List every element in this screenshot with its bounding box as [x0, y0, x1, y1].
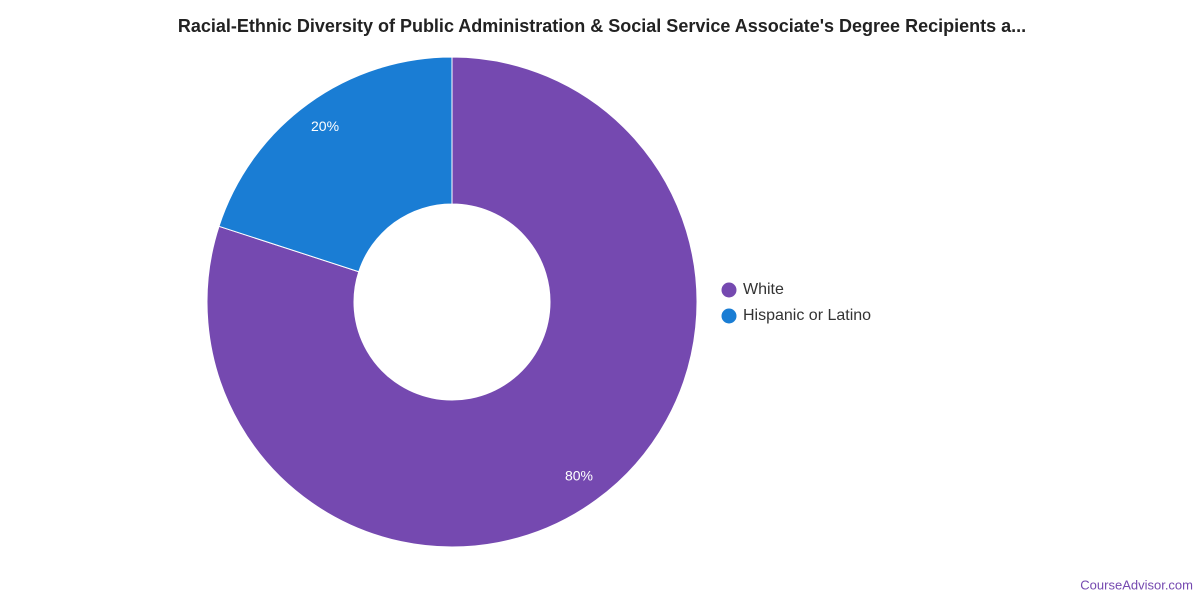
- donut-slice: [218, 56, 453, 273]
- data-label: 20%: [311, 118, 339, 134]
- legend-label: Hispanic or Latino: [743, 307, 871, 324]
- legend-label: White: [743, 281, 784, 298]
- legend-swatch: [721, 308, 737, 324]
- credit: CourseAdvisor.com: [1080, 577, 1193, 592]
- donut-slice: [206, 56, 698, 548]
- data-label: 80%: [565, 467, 593, 483]
- legend-swatch: [721, 282, 737, 298]
- chart-title: Racial-Ethnic Diversity of Public Admini…: [178, 16, 1026, 36]
